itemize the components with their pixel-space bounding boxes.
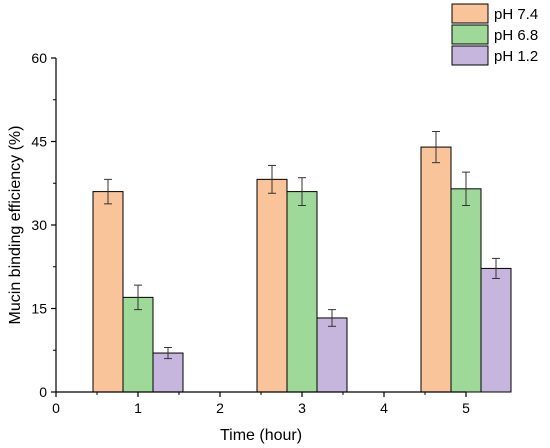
- error-bar: [268, 164, 276, 194]
- bar-ph-1.2-5: [480, 267, 512, 393]
- x-tick-label: 2: [216, 400, 224, 416]
- x-tick-label: 1: [134, 400, 142, 416]
- error-bar: [298, 177, 306, 207]
- error-bar: [492, 257, 500, 279]
- y-tick-label: 30: [31, 217, 47, 233]
- legend-swatch-ph-6.8: [451, 24, 489, 45]
- bar-ph-7.4-5: [420, 146, 452, 393]
- legend: pH 7.4 pH 6.8 pH 1.2: [451, 3, 538, 66]
- x-tick-label: 5: [462, 400, 470, 416]
- x-tick-label: 0: [52, 400, 60, 416]
- y-tick-label: 60: [31, 50, 47, 66]
- bar-ph-7.4-3: [256, 178, 288, 393]
- legend-label: pH 6.8: [494, 27, 538, 44]
- legend-swatch-ph-7.4: [451, 3, 489, 24]
- axes: [51, 57, 467, 397]
- bar-ph-6.8-3: [286, 191, 318, 393]
- error-bar: [134, 284, 142, 311]
- error-bar: [104, 178, 112, 205]
- error-bar: [164, 346, 172, 360]
- error-bar: [328, 309, 336, 327]
- bar-ph-7.4-1: [92, 191, 124, 393]
- y-tick-label: 45: [31, 134, 47, 150]
- error-bar: [462, 171, 470, 207]
- y-axis-title: Mucin binding efficiency (%): [7, 126, 24, 325]
- y-tick-label: 15: [31, 301, 47, 317]
- bars-layer: [92, 130, 512, 393]
- x-axis-title: Time (hour): [220, 427, 302, 444]
- legend-swatch-ph-1.2: [451, 45, 489, 66]
- bar-ph-6.8-1: [122, 296, 154, 393]
- legend-label: pH 7.4: [494, 6, 538, 23]
- error-bar: [432, 130, 440, 164]
- legend-label: pH 1.2: [494, 48, 538, 65]
- bar-ph-6.8-5: [450, 188, 482, 393]
- bar-ph-1.2-3: [316, 317, 348, 393]
- x-tick-label: 3: [298, 400, 306, 416]
- x-tick-label: 4: [380, 400, 388, 416]
- y-tick-label: 0: [39, 384, 47, 400]
